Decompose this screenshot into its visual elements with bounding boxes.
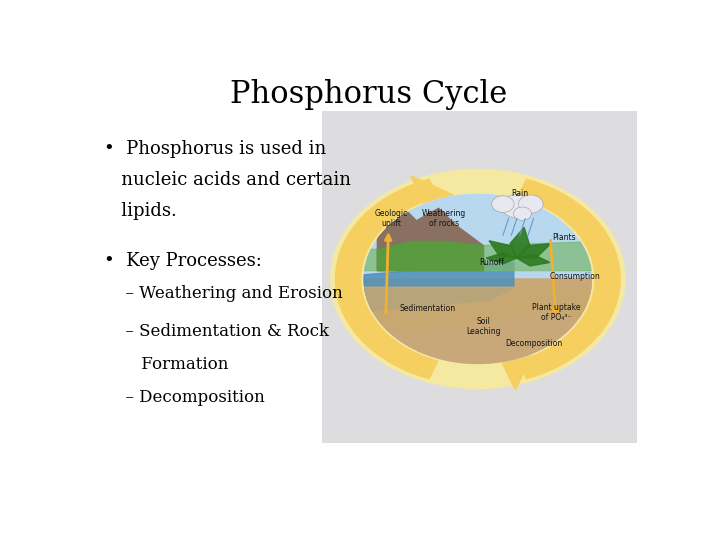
Polygon shape xyxy=(410,176,454,203)
Text: – Decomposition: – Decomposition xyxy=(115,389,265,406)
Polygon shape xyxy=(364,194,592,279)
Text: Weathering
of rocks: Weathering of rocks xyxy=(422,209,467,228)
Polygon shape xyxy=(364,279,592,364)
Polygon shape xyxy=(377,241,483,271)
Circle shape xyxy=(518,195,543,213)
Polygon shape xyxy=(517,254,550,266)
Text: Soil
Leaching: Soil Leaching xyxy=(466,317,500,336)
Text: nucleic acids and certain: nucleic acids and certain xyxy=(104,171,351,189)
Text: lipids.: lipids. xyxy=(104,202,177,220)
Text: – Sedimentation & Rock: – Sedimentation & Rock xyxy=(115,322,329,340)
Polygon shape xyxy=(336,179,438,379)
Polygon shape xyxy=(517,244,551,258)
Text: Plant uptake
of PO₄³⁻: Plant uptake of PO₄³⁻ xyxy=(531,302,580,322)
Text: Consumption: Consumption xyxy=(550,272,600,281)
Circle shape xyxy=(501,194,533,218)
Text: •  Phosphorus is used in: • Phosphorus is used in xyxy=(104,140,326,158)
Text: Rain: Rain xyxy=(511,189,528,198)
Text: Sedimentation: Sedimentation xyxy=(400,303,456,313)
Polygon shape xyxy=(489,241,517,258)
Circle shape xyxy=(364,194,592,364)
Polygon shape xyxy=(358,287,598,337)
Text: •  Key Processes:: • Key Processes: xyxy=(104,252,262,270)
Circle shape xyxy=(513,207,531,220)
Text: Phosphorus Cycle: Phosphorus Cycle xyxy=(230,79,508,110)
Text: – Weathering and Erosion: – Weathering and Erosion xyxy=(115,285,343,302)
Polygon shape xyxy=(364,262,514,312)
Polygon shape xyxy=(502,355,531,390)
Text: Plants: Plants xyxy=(552,233,576,242)
Circle shape xyxy=(492,196,514,212)
Polygon shape xyxy=(358,241,598,271)
Text: Decomposition: Decomposition xyxy=(505,339,562,348)
Bar xyxy=(322,111,636,443)
Polygon shape xyxy=(518,179,620,379)
Text: Formation: Formation xyxy=(115,356,228,373)
Text: Geologic
uplift: Geologic uplift xyxy=(374,209,408,228)
Circle shape xyxy=(330,168,626,389)
Polygon shape xyxy=(486,253,517,264)
Polygon shape xyxy=(510,227,530,258)
Text: Runoff: Runoff xyxy=(480,258,504,267)
Polygon shape xyxy=(377,204,483,271)
